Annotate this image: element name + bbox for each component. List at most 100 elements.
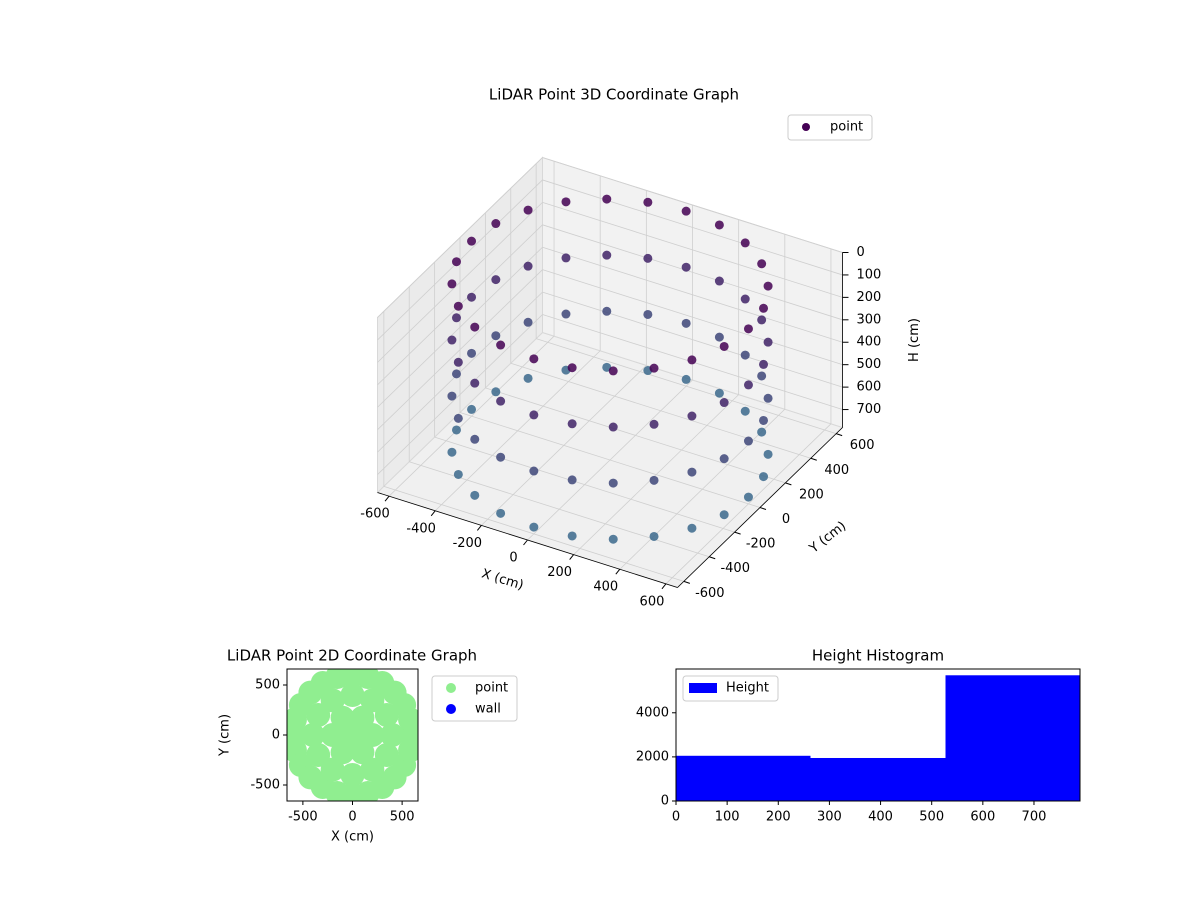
data-point — [523, 205, 533, 215]
y-tick-label: 2000 — [636, 749, 669, 764]
grid-line — [542, 291, 843, 388]
grid-line — [383, 485, 684, 582]
x-axis-label: X (cm) — [480, 567, 526, 594]
data-point — [687, 523, 697, 533]
z-tick-label: 200 — [857, 290, 882, 305]
grid-line — [542, 224, 843, 321]
data-point — [491, 219, 501, 229]
grid-line — [485, 387, 786, 484]
data-point — [608, 366, 618, 376]
x-tick-label: 300 — [817, 810, 842, 825]
data-point — [496, 508, 506, 518]
data-point — [719, 398, 729, 408]
data-point — [759, 303, 769, 313]
data-point — [740, 350, 750, 360]
data-point — [687, 355, 697, 365]
grid-line — [377, 202, 543, 363]
data-point — [467, 348, 477, 358]
y-tick-label: -400 — [720, 561, 750, 576]
data-point — [380, 723, 405, 747]
legend-label: wall — [475, 702, 501, 717]
data-point — [759, 359, 769, 369]
data-point — [743, 436, 753, 446]
data-point — [714, 332, 724, 342]
x-tick-label: -400 — [406, 521, 436, 536]
legend-marker — [446, 683, 456, 693]
data-point — [714, 220, 724, 230]
tick-mark — [476, 525, 482, 531]
data-point — [740, 406, 750, 416]
data-point — [643, 253, 653, 263]
data-point — [681, 206, 691, 216]
data-point — [470, 434, 480, 444]
data-point — [649, 531, 659, 541]
data-point — [300, 723, 325, 747]
data-point — [743, 324, 753, 334]
z-tick-label: 100 — [857, 267, 882, 282]
data-point — [398, 738, 418, 763]
data-point — [451, 425, 461, 435]
legend-box — [431, 675, 518, 722]
bar — [676, 755, 811, 801]
data-point — [447, 279, 457, 289]
x-tick-label: 200 — [766, 810, 791, 825]
data-point — [649, 363, 659, 373]
data-point — [681, 374, 691, 384]
grid-line — [377, 246, 543, 408]
data-point — [453, 301, 463, 311]
data-point — [451, 257, 461, 267]
data-point — [467, 292, 477, 302]
x-tick-label: 700 — [1022, 810, 1047, 825]
x-tick-label: -500 — [288, 810, 318, 825]
x-tick-label: 200 — [547, 565, 572, 580]
grid-line — [459, 412, 761, 508]
grid-line — [377, 269, 543, 430]
data-point — [306, 703, 331, 727]
legend-label: Height — [726, 681, 769, 696]
data-point — [529, 522, 539, 532]
z-tick-label: 0 — [857, 245, 865, 260]
data-point — [453, 413, 463, 423]
x-tick-label: 500 — [919, 810, 944, 825]
data-point — [447, 447, 457, 457]
data-point — [740, 238, 750, 248]
z-tick-label: 300 — [857, 312, 882, 327]
data-point — [451, 313, 461, 323]
y-tick-label: 0 — [661, 794, 669, 809]
grid-line — [434, 436, 735, 533]
data-point — [743, 492, 753, 502]
legend-box — [682, 675, 779, 702]
x-tick-label: 600 — [970, 810, 995, 825]
grid-line — [542, 179, 843, 276]
grid-line — [377, 314, 543, 475]
y-tick-label: -600 — [695, 586, 725, 601]
data-point — [451, 369, 461, 379]
data-point — [491, 331, 501, 341]
data-point — [491, 275, 501, 285]
data-point — [643, 197, 653, 207]
grid-line — [542, 246, 843, 343]
data-point — [719, 510, 729, 520]
y-tick-label: 200 — [799, 487, 824, 502]
data-point — [496, 396, 506, 406]
data-point — [453, 469, 463, 479]
data-point — [759, 415, 769, 425]
data-point — [714, 388, 724, 398]
data-point — [561, 309, 571, 319]
data-point — [340, 683, 365, 707]
x-axis-label: X (cm) — [331, 830, 374, 845]
legend-box — [787, 114, 873, 141]
x-tick-label: 0 — [509, 551, 517, 566]
data-point — [608, 478, 618, 488]
axis-line — [677, 427, 843, 588]
axis-line — [377, 492, 678, 588]
grid-line — [542, 201, 843, 298]
x-tick-label: 0 — [348, 810, 356, 825]
data-point — [491, 387, 501, 397]
data-point — [608, 422, 618, 432]
grid-line — [377, 157, 543, 318]
data-point — [561, 253, 571, 263]
tick-mark — [810, 457, 817, 461]
data-point — [567, 363, 577, 373]
data-point — [681, 262, 691, 272]
